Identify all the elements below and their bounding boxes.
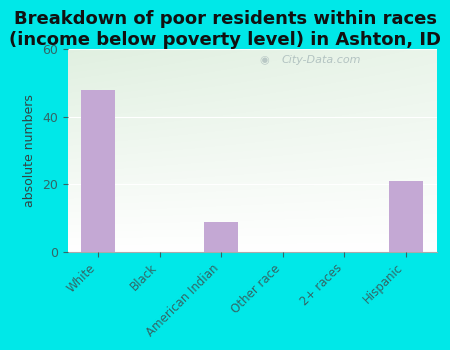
Text: ◉: ◉ (259, 55, 269, 65)
Text: City-Data.com: City-Data.com (282, 55, 361, 65)
Text: Breakdown of poor residents within races
(income below poverty level) in Ashton,: Breakdown of poor residents within races… (9, 10, 441, 49)
Bar (204, 222, 238, 252)
Bar (389, 181, 423, 252)
Bar (81, 90, 115, 252)
Y-axis label: absolute numbers: absolute numbers (23, 94, 36, 207)
